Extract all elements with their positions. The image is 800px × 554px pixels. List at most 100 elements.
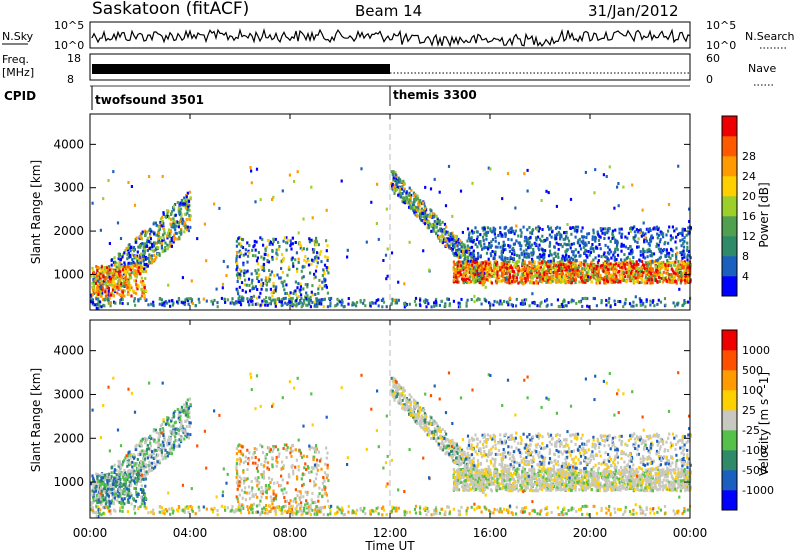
rti-cell — [100, 474, 103, 478]
rti-cell — [593, 269, 596, 273]
rti-cell — [266, 253, 270, 257]
rti-cell — [428, 215, 431, 219]
rti-cell — [594, 271, 597, 275]
rti-cell — [321, 287, 324, 291]
rti-cell — [572, 271, 575, 275]
rti-cell — [456, 280, 459, 284]
rti-cell — [146, 257, 149, 260]
rti-cell — [493, 250, 496, 254]
rti-cell — [685, 233, 688, 237]
rti-cell — [583, 278, 587, 282]
rti-cell — [96, 276, 99, 280]
rti-cell — [188, 421, 191, 425]
rti-cell — [590, 272, 593, 276]
rti-cell — [308, 301, 311, 305]
rti-cell — [498, 275, 501, 279]
rti-cell — [140, 232, 143, 236]
rti-cell — [211, 301, 214, 304]
rti-cell — [608, 274, 612, 278]
rti-cell — [270, 299, 273, 303]
rti-cell — [506, 280, 509, 284]
rti-cell — [113, 273, 116, 277]
rti-cell — [498, 302, 501, 306]
rti-cell — [457, 280, 461, 284]
rti-cell — [118, 255, 121, 259]
rti-cell — [602, 173, 605, 177]
rti-cell — [97, 287, 100, 291]
rti-cell — [530, 269, 533, 273]
rti-cell — [469, 246, 472, 250]
rti-cell — [676, 233, 680, 237]
rti-cell — [296, 296, 299, 300]
rti-cell — [123, 268, 126, 271]
rti-cell — [543, 255, 546, 259]
rti-cell — [326, 266, 329, 270]
rti-cell — [108, 268, 111, 272]
rti-cell — [542, 275, 545, 279]
rti-cell — [126, 455, 130, 459]
rti-cell — [683, 240, 686, 244]
rti-cell — [557, 305, 560, 308]
rti-cell — [415, 210, 418, 214]
rti-cell — [469, 259, 473, 263]
rti-cell — [547, 254, 551, 258]
rti-cell — [614, 303, 617, 306]
rti-cell — [108, 282, 111, 286]
rti-cell — [574, 254, 577, 258]
rti-cell — [654, 276, 657, 280]
rti-cell — [447, 164, 451, 168]
rti-cell — [478, 263, 481, 267]
rti-cell — [402, 200, 405, 204]
rti-cell — [431, 223, 434, 227]
rti-cell — [640, 234, 643, 238]
rti-cell — [236, 289, 239, 293]
rti-cell — [657, 260, 660, 264]
rti-cell — [263, 256, 266, 260]
rti-cell — [271, 257, 274, 261]
rti-cell — [189, 214, 192, 218]
rti-cell — [552, 260, 555, 264]
rti-cell — [646, 281, 649, 285]
rti-cell — [315, 255, 318, 258]
rti-cell — [437, 229, 440, 233]
rti-cell — [134, 303, 137, 307]
rti-cell — [483, 297, 486, 301]
rti-cell — [561, 280, 564, 284]
rti-cell — [185, 198, 188, 202]
rti-cell — [178, 221, 181, 225]
rti-cell — [139, 280, 142, 284]
rti-cell — [123, 294, 126, 298]
rti-cell — [540, 260, 543, 264]
rti-cell — [664, 263, 667, 267]
rti-cell — [549, 226, 553, 230]
rti-cell — [117, 286, 120, 290]
rti-cell — [265, 300, 268, 304]
rti-cell — [515, 276, 518, 280]
rti-cell — [641, 279, 644, 283]
rti-cell — [571, 258, 574, 261]
rti-cell — [537, 261, 540, 265]
rti-cell — [614, 228, 617, 232]
rti-cell — [124, 272, 127, 276]
rti-cell — [463, 243, 466, 247]
rti-cell — [500, 253, 503, 256]
rti-cell — [92, 291, 95, 294]
rti-cell — [568, 268, 571, 272]
rti-cell — [453, 242, 456, 246]
rti-cell — [656, 302, 659, 306]
rti-cell — [565, 235, 568, 239]
rti-cell — [143, 449, 146, 453]
rti-cell — [501, 255, 504, 259]
rti-cell — [140, 244, 143, 248]
rti-cell — [550, 235, 553, 239]
rti-cell — [469, 239, 472, 243]
rti-cell — [91, 281, 94, 285]
rti-cell — [308, 237, 311, 241]
rti-cell — [107, 179, 110, 182]
rti-cell — [254, 269, 257, 273]
rti-cell — [295, 304, 298, 308]
rti-cell — [281, 253, 284, 256]
rti-cell — [127, 255, 131, 259]
rti-cell — [481, 280, 484, 284]
rti-cell — [97, 272, 100, 276]
